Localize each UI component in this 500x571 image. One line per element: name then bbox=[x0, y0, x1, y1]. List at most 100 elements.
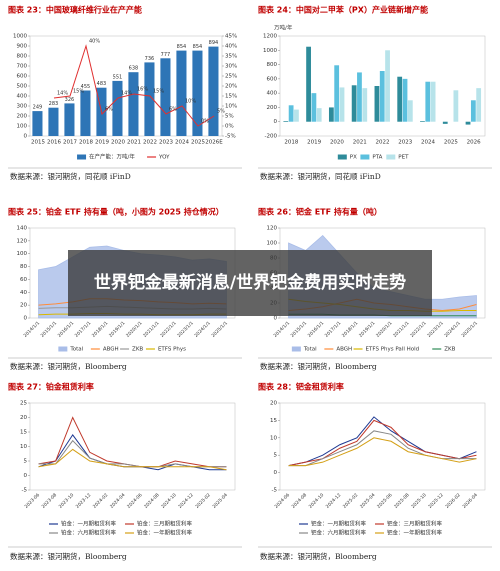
bar bbox=[128, 72, 139, 136]
line-value-label: 16% bbox=[137, 87, 148, 93]
bar-value-label: 777 bbox=[161, 52, 171, 58]
line bbox=[288, 437, 477, 467]
x-tick-label: 2018/1/1 bbox=[91, 320, 110, 339]
legend-swatch bbox=[77, 154, 87, 160]
y2-tick-label: 0% bbox=[225, 124, 234, 130]
x-tick-label: 2017 bbox=[63, 140, 77, 146]
y-tick-label: 1200 bbox=[263, 34, 277, 40]
y2-tick-label: 25% bbox=[225, 74, 237, 80]
bar-value-label: 854 bbox=[193, 44, 203, 50]
line bbox=[288, 419, 477, 467]
y-tick-label: 100 bbox=[17, 251, 28, 257]
plot-frame bbox=[279, 35, 486, 137]
y-tick-label: 15 bbox=[20, 430, 27, 436]
bar bbox=[32, 111, 43, 136]
line-value-label: 14% bbox=[121, 91, 132, 97]
y-tick-label: 10 bbox=[270, 435, 277, 441]
y-tick-label: 800 bbox=[17, 54, 28, 60]
x-tick-label: 2024-08 bbox=[291, 492, 309, 510]
x-tick-label: 2023 bbox=[159, 140, 173, 146]
x-tick-label: 2024-10 bbox=[160, 492, 178, 510]
y-tick-label: 500 bbox=[17, 84, 28, 90]
x-tick-label: 2025-08 bbox=[393, 492, 411, 510]
bar bbox=[430, 81, 436, 122]
x-tick-label: 2022/1/1 bbox=[159, 320, 178, 339]
bar bbox=[442, 121, 448, 124]
source-note: 数据来源：银河期货，同花顺 iFinD bbox=[10, 171, 131, 181]
x-tick-label: 2025-02 bbox=[342, 492, 360, 510]
y-tick-label: 5 bbox=[274, 453, 278, 459]
legend-label: ZKB bbox=[132, 347, 143, 353]
legend-label: ABGH bbox=[336, 347, 352, 353]
y2-tick-label: 45% bbox=[225, 34, 237, 40]
legend-label: 在产产能：万吨/年 bbox=[89, 153, 135, 161]
legend-label: 钯金：一月期租赁利率 bbox=[311, 520, 367, 528]
y-tick-label: 10 bbox=[20, 444, 27, 450]
bar bbox=[339, 87, 345, 122]
x-tick-label: 2020/1/1 bbox=[375, 320, 394, 339]
y-tick-label: 40 bbox=[20, 290, 27, 296]
bar-value-label: 854 bbox=[177, 44, 187, 50]
chart-title: 图表 26：钯金 ETF 持有量（吨） bbox=[258, 207, 382, 217]
bar bbox=[306, 46, 311, 122]
line bbox=[38, 448, 227, 471]
x-tick-label: 2024/1/1 bbox=[443, 320, 462, 339]
legend-label: PET bbox=[398, 155, 409, 161]
bar bbox=[283, 121, 289, 122]
bar bbox=[425, 81, 431, 122]
bar bbox=[160, 58, 171, 136]
y-tick-label: 0 bbox=[24, 134, 28, 140]
x-tick-label: 2021 bbox=[127, 140, 141, 146]
source-note: 数据来源：银河期货，Bloomberg bbox=[260, 551, 377, 561]
bar bbox=[374, 86, 380, 122]
x-tick-label: 2025-06 bbox=[376, 492, 394, 510]
line-value-label: 0% bbox=[201, 119, 209, 125]
chart-title: 图表 27：铂金租赁利率 bbox=[8, 382, 94, 392]
legend-label: PTA bbox=[372, 155, 382, 161]
x-tick-label: 2023/1/1 bbox=[176, 320, 195, 339]
source-note: 数据来源：银河期货，同花顺 iFinD bbox=[260, 171, 381, 181]
chart-title: 图表 23：中国玻璃纤维行业在产产能 bbox=[8, 5, 142, 15]
y-tick-label: -5 bbox=[272, 488, 278, 494]
x-tick-label: 2024-12 bbox=[325, 492, 343, 510]
x-tick-label: 2025/1/1 bbox=[210, 320, 229, 339]
chart-title: 图表 25：铂金 ETF 持有量（吨，小图为 2025 持仓情况） bbox=[8, 207, 224, 217]
bar-value-label: 483 bbox=[97, 81, 107, 87]
x-tick-label: 2018 bbox=[284, 140, 298, 146]
x-tick-label: 2016/1/1 bbox=[307, 320, 326, 339]
legend-swatch bbox=[291, 346, 301, 352]
bar-value-label: 326 bbox=[65, 97, 75, 103]
x-tick-label: 2022 bbox=[143, 140, 157, 146]
line-value-label: 15% bbox=[153, 89, 164, 95]
y-tick-label: -5 bbox=[22, 488, 28, 494]
y2-tick-label: 15% bbox=[225, 94, 237, 100]
legend-label: 钯金：三月期租赁利率 bbox=[387, 520, 443, 528]
x-tick-label: 2025 bbox=[444, 140, 458, 146]
bar bbox=[328, 107, 334, 122]
y-tick-label: 400 bbox=[17, 94, 28, 100]
plot-frame bbox=[29, 402, 236, 491]
x-tick-label: 2026 bbox=[467, 140, 481, 146]
x-tick-label: 2019 bbox=[95, 140, 109, 146]
x-tick-label: 2026-02 bbox=[444, 492, 462, 510]
x-tick-label: 2020 bbox=[111, 140, 125, 146]
y-tick-label: 700 bbox=[17, 64, 28, 70]
bar bbox=[357, 72, 362, 122]
overlay-title: 世界钯金最新消息/世界钯金费用实时走势 bbox=[68, 250, 432, 316]
legend-label: 铂金：一月期租赁利率 bbox=[61, 520, 117, 528]
x-tick-label: 2023-10 bbox=[58, 492, 76, 510]
x-tick-label: 2024-04 bbox=[109, 492, 127, 510]
y2-tick-label: 5% bbox=[225, 114, 234, 120]
source-note: 数据来源：银河期货，Bloomberg bbox=[260, 361, 377, 371]
bar-value-label: 249 bbox=[33, 105, 43, 111]
x-tick-label: 2021/1/1 bbox=[392, 320, 411, 339]
bar bbox=[112, 80, 123, 136]
y-tick-label: 300 bbox=[17, 104, 28, 110]
x-tick-label: 2025 bbox=[191, 140, 205, 146]
y-tick-label: 600 bbox=[17, 74, 28, 80]
x-tick-label: 2017/1/1 bbox=[324, 320, 343, 339]
y-tick-label: 80 bbox=[20, 264, 27, 270]
x-tick-label: 2023/1/1 bbox=[426, 320, 445, 339]
bar bbox=[192, 50, 203, 136]
